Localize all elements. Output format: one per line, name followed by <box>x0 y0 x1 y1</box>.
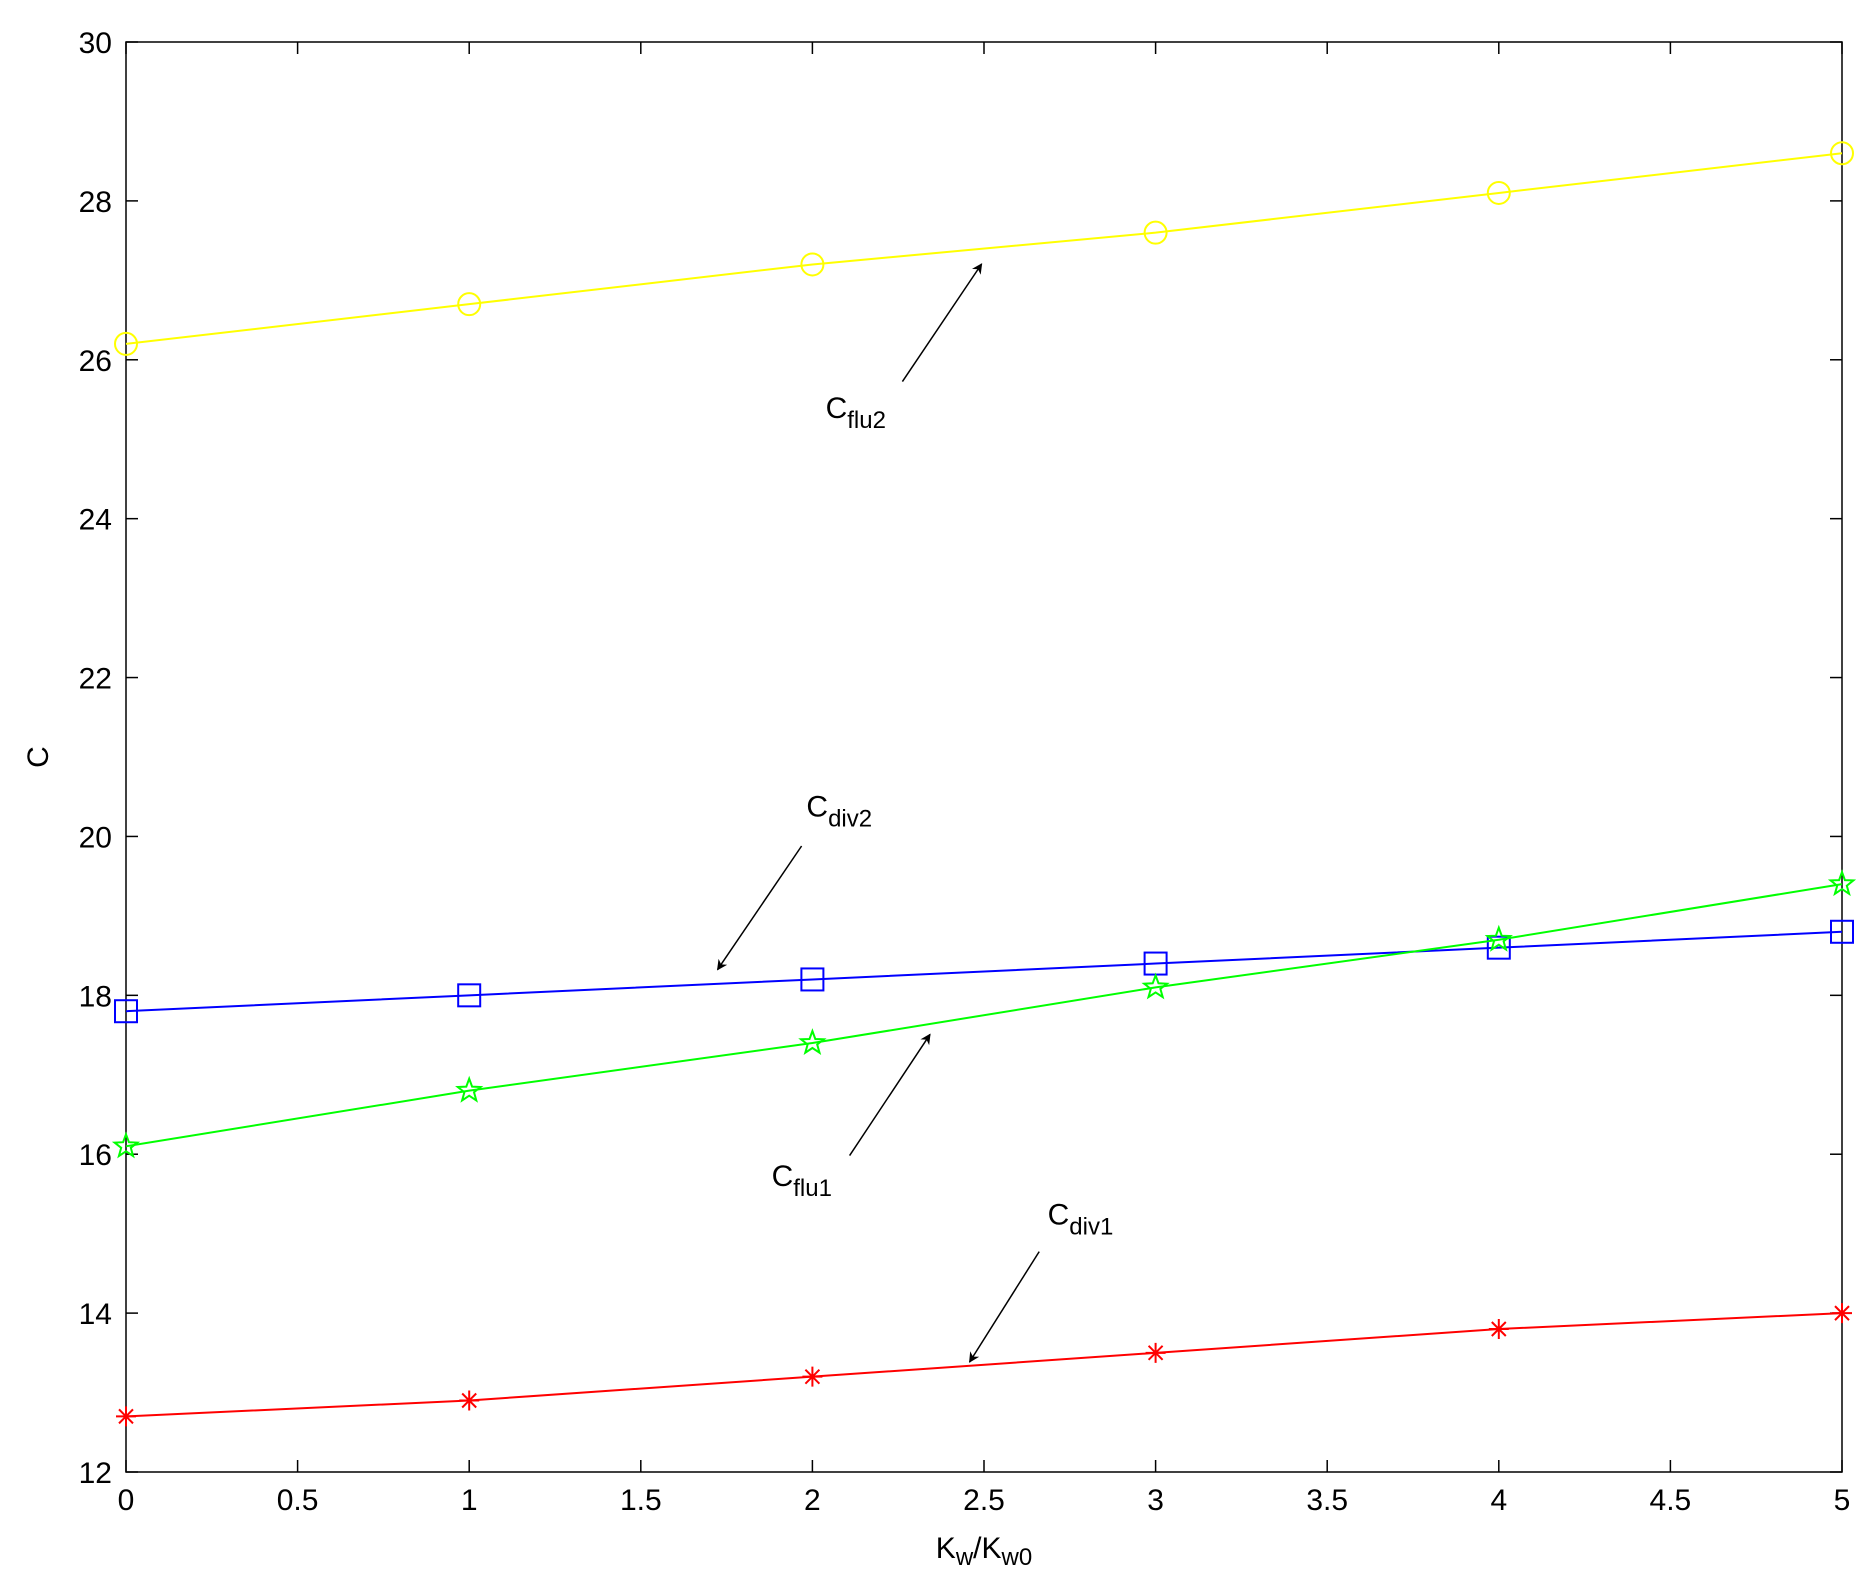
y-tick-label: 24 <box>79 504 112 537</box>
x-axis-label-part: w <box>955 1544 974 1571</box>
data-point <box>114 999 138 1024</box>
data-point <box>1488 1319 1509 1339</box>
plot-frame <box>125 41 1843 1473</box>
y-axis-label: C <box>22 746 55 768</box>
y-tick-label: 18 <box>79 980 112 1013</box>
data-point <box>802 1366 823 1387</box>
data-point <box>1143 220 1168 245</box>
annotation: Cdiv1 <box>1048 1198 1114 1240</box>
y-tick-label: 14 <box>79 1298 112 1331</box>
x-axis-label-part: /K <box>973 1532 1001 1565</box>
series-line <box>125 930 1843 1013</box>
x-tick-label: 2.5 <box>963 1484 1005 1517</box>
x-tick-label: 5 <box>1834 1484 1851 1517</box>
annotation: Cdiv2 <box>806 790 872 832</box>
annotation: Cflu2 <box>826 392 886 434</box>
annotation-subscript: flu1 <box>793 1175 832 1202</box>
y-tick-label: 30 <box>79 27 112 60</box>
data-point <box>1830 141 1854 166</box>
y-tick-label: 28 <box>79 186 112 219</box>
annotation-text: C <box>806 790 828 823</box>
x-tick-label: 0.5 <box>277 1484 319 1517</box>
annotation-arrow <box>968 1251 1040 1363</box>
data-point <box>798 1028 827 1056</box>
y-tick-label: 12 <box>79 1457 112 1490</box>
annotation-text: C <box>1048 1198 1070 1231</box>
data-point <box>1145 1342 1166 1363</box>
annotation: Cflu1 <box>772 1160 832 1202</box>
x-axis-label-part: K <box>936 1532 956 1565</box>
y-tick-label: 20 <box>79 821 112 854</box>
data-point <box>1141 972 1170 1000</box>
data-point <box>800 967 825 992</box>
annotation-arrow <box>716 845 803 971</box>
x-tick-label: 2 <box>804 1484 821 1517</box>
x-axis-label-part: w0 <box>1001 1544 1033 1571</box>
data-point <box>111 1131 141 1159</box>
x-tick-label: 1 <box>461 1484 478 1517</box>
y-tick-label: 16 <box>79 1139 112 1172</box>
annotation-subscript: div2 <box>828 805 872 832</box>
y-tick-label: 22 <box>79 663 112 696</box>
data-point <box>457 983 482 1008</box>
data-point <box>1486 935 1511 960</box>
x-tick-label: 4 <box>1490 1484 1507 1517</box>
data-point <box>1484 924 1513 952</box>
annotation-arrow <box>848 1033 931 1157</box>
data-point <box>1486 180 1511 205</box>
y-tick-label: 26 <box>79 345 112 378</box>
annotation-subscript: div1 <box>1069 1213 1113 1240</box>
annotation-text: C <box>826 392 848 425</box>
data-point <box>1830 919 1854 944</box>
data-point <box>114 331 138 356</box>
x-tick-label: 3.5 <box>1306 1484 1348 1517</box>
data-point <box>800 252 825 277</box>
data-point <box>457 292 482 317</box>
data-point <box>1827 869 1857 897</box>
x-tick-label: 1.5 <box>620 1484 662 1517</box>
data-point <box>455 1075 484 1103</box>
data-point <box>116 1406 136 1427</box>
x-tick-label: 0 <box>118 1484 135 1517</box>
series-line <box>125 1312 1843 1418</box>
data-point <box>1832 1303 1852 1324</box>
annotation-arrow <box>901 263 983 383</box>
annotation-subscript: flu2 <box>847 407 886 434</box>
series-line <box>125 883 1843 1148</box>
series-line <box>125 152 1843 345</box>
x-axis-label: Kw/Kw0 <box>936 1532 1032 1571</box>
annotation-text: C <box>772 1160 794 1193</box>
data-point <box>459 1390 480 1411</box>
x-tick-label: 4.5 <box>1650 1484 1692 1517</box>
x-tick-label: 3 <box>1147 1484 1164 1517</box>
